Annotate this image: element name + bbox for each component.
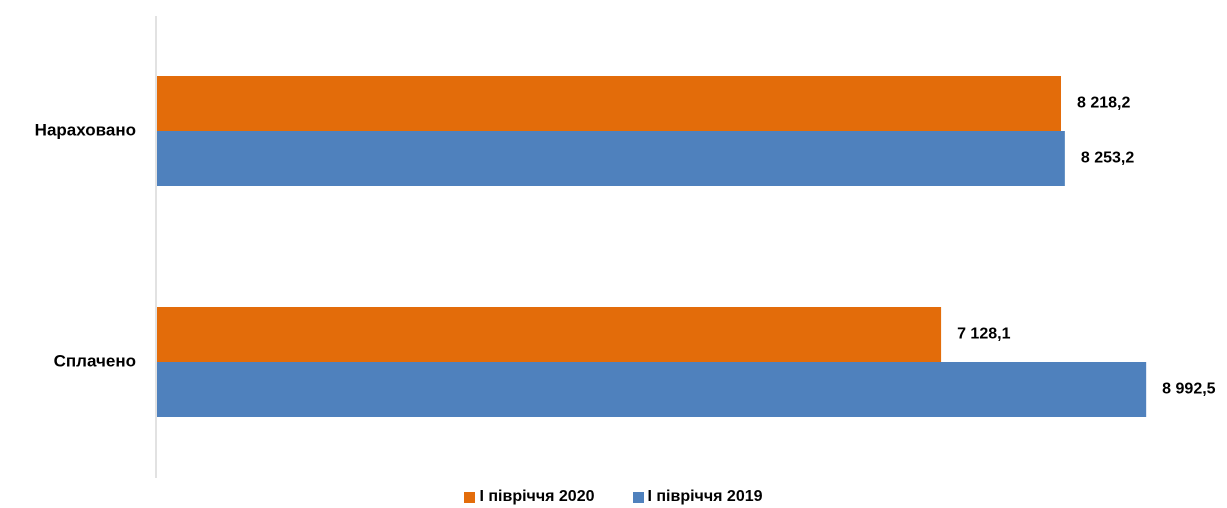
legend-label-2020: І півріччя 2020 [479, 488, 595, 505]
bar-paid-2019 [157, 362, 1147, 417]
category-labels-group: Нараховано Сплачено [35, 120, 136, 370]
value-label-accrued-2020: 8 218,2 [1077, 95, 1130, 112]
value-label-accrued-2019: 8 253,2 [1081, 150, 1134, 167]
legend-label-2019: І півріччя 2019 [647, 488, 763, 505]
bars-group [157, 76, 1147, 417]
legend-swatch-2019 [632, 491, 644, 503]
category-label-paid: Сплачено [54, 351, 136, 370]
value-label-paid-2020: 7 128,1 [957, 326, 1010, 343]
legend-item-2020: І півріччя 2020 [464, 488, 595, 506]
bar-accrued-2020 [157, 76, 1062, 131]
legend: І півріччя 2020 І півріччя 2019 [0, 488, 1227, 506]
legend-item-2019: І півріччя 2019 [632, 488, 763, 506]
value-labels-group: 8 218,2 8 253,2 7 128,1 8 992,5 [957, 95, 1216, 398]
bar-paid-2020 [157, 307, 942, 362]
value-label-paid-2019: 8 992,5 [1162, 381, 1215, 398]
legend-swatch-2020 [464, 491, 476, 503]
category-label-accrued: Нараховано [35, 120, 136, 139]
bar-accrued-2019 [157, 131, 1065, 186]
